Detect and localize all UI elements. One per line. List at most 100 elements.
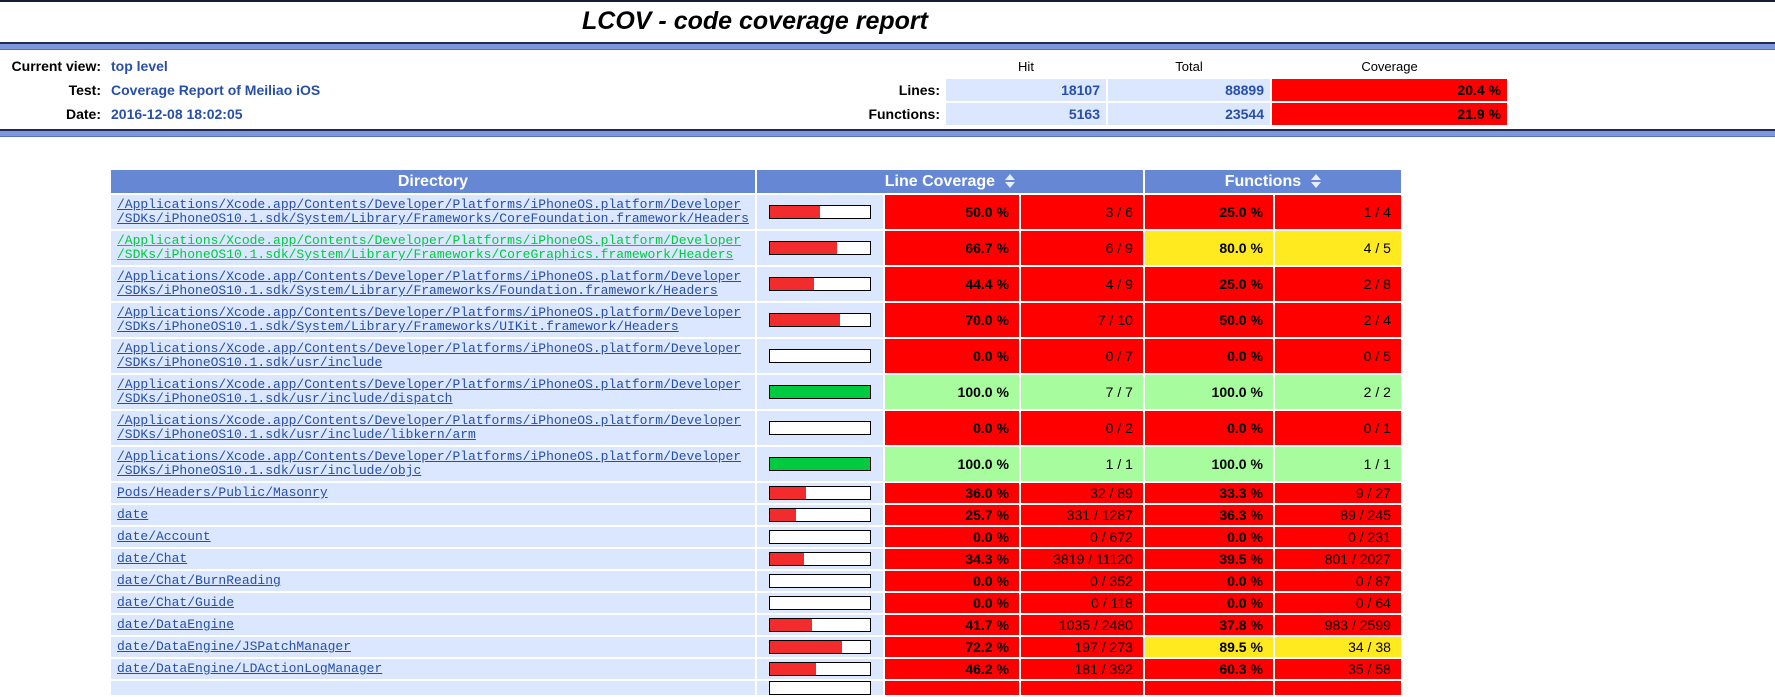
- line-coverage-ratio: 0 / 118: [1020, 593, 1143, 613]
- functions-percent: 89.5 %: [1144, 637, 1273, 657]
- functions-percent: 37.8 %: [1144, 615, 1273, 635]
- directory-link[interactable]: date/Chat/Guide: [117, 595, 235, 610]
- coverage-bar-fill: [769, 509, 796, 521]
- directory-link[interactable]: date: [117, 507, 149, 522]
- coverage-column-header: Coverage: [1361, 58, 1418, 74]
- functions-ratio: 2 / 8: [1274, 267, 1401, 301]
- functions-ratio: 0 / 87: [1274, 571, 1401, 591]
- coverage-bar: [768, 205, 871, 219]
- coverage-bar: [768, 508, 871, 522]
- directory-link[interactable]: /Applications/Xcode.app/Contents/Develop…: [117, 413, 742, 442]
- line-coverage-percent: 46.2 %: [884, 659, 1019, 679]
- coverage-bar-cell: [756, 195, 883, 229]
- directory-cell: date/Chat/BurnReading: [111, 571, 755, 591]
- table-row: date 25.7 % 331 / 1287 36.3 % 89 / 245: [111, 505, 1401, 525]
- functions-ratio: [1274, 681, 1401, 695]
- directory-column-header-cell[interactable]: Directory: [111, 170, 755, 193]
- functions-percent: 0.0 %: [1144, 593, 1273, 613]
- line-coverage-percent: [884, 681, 1019, 695]
- functions-percent: 80.0 %: [1144, 231, 1273, 265]
- functions-ratio: 801 / 2027: [1274, 549, 1401, 569]
- directory-link[interactable]: /Applications/Xcode.app/Contents/Develop…: [117, 449, 742, 478]
- functions-total-value: 23544: [1108, 103, 1270, 125]
- line-coverage-percent: 41.7 %: [884, 615, 1019, 635]
- directory-link[interactable]: /Applications/Xcode.app/Contents/Develop…: [117, 305, 742, 334]
- functions-column-header-cell[interactable]: Functions: [1144, 170, 1401, 193]
- header-spacer: [564, 55, 944, 77]
- directory-cell: date: [111, 505, 755, 525]
- line-coverage-ratio: 6 / 9: [1020, 231, 1143, 265]
- line-coverage-ratio: 3 / 6: [1020, 195, 1143, 229]
- coverage-bar-fill: [769, 553, 805, 565]
- line-coverage-percent: 100.0 %: [884, 375, 1019, 409]
- line-coverage-ratio: 7 / 10: [1020, 303, 1143, 337]
- coverage-bar-fill: [769, 278, 815, 290]
- coverage-bar-fill: [769, 314, 840, 326]
- functions-percent: 0.0 %: [1144, 411, 1273, 445]
- sort-updown-icon[interactable]: [1311, 174, 1322, 189]
- functions-ratio: 2 / 4: [1274, 303, 1401, 337]
- line-coverage-percent: 0.0 %: [884, 411, 1019, 445]
- functions-percent: 100.0 %: [1144, 447, 1273, 481]
- coverage-bar: [768, 421, 871, 435]
- coverage-bar-fill: [769, 641, 843, 653]
- functions-ratio: 2 / 2: [1274, 375, 1401, 409]
- directory-cell: /Applications/Xcode.app/Contents/Develop…: [111, 339, 755, 373]
- directory-link[interactable]: date/DataEngine: [117, 617, 235, 632]
- directory-link[interactable]: Pods/Headers/Public/Masonry: [117, 485, 328, 500]
- line-coverage-ratio: [1020, 681, 1143, 695]
- line-coverage-ratio: 0 / 2: [1020, 411, 1143, 445]
- coverage-bar-cell: [756, 375, 883, 409]
- line-coverage-column-header-label: Line Coverage: [884, 172, 996, 190]
- line-coverage-ratio: 3819 / 11120: [1020, 549, 1143, 569]
- line-coverage-column-header-cell[interactable]: Line Coverage: [756, 170, 1143, 193]
- coverage-bar-cell: [756, 527, 883, 547]
- date-label: Date:: [65, 106, 101, 122]
- line-coverage-ratio: 181 / 392: [1020, 659, 1143, 679]
- coverage-bar-cell: [756, 339, 883, 373]
- functions-ratio: 0 / 64: [1274, 593, 1401, 613]
- directory-link[interactable]: /Applications/Xcode.app/Contents/Develop…: [117, 377, 742, 406]
- directory-link[interactable]: date/Chat/BurnReading: [117, 573, 281, 588]
- functions-ratio: 35 / 58: [1274, 659, 1401, 679]
- table-row: /Applications/Xcode.app/Contents/Develop…: [111, 303, 1401, 337]
- coverage-bar: [768, 618, 871, 632]
- functions-coverage-value: 21.9 %: [1272, 103, 1507, 125]
- line-coverage-percent: 0.0 %: [884, 527, 1019, 547]
- table-row: date/Account 0.0 % 0 / 672 0.0 % 0 / 231: [111, 527, 1401, 547]
- directory-link[interactable]: /Applications/Xcode.app/Contents/Develop…: [117, 341, 742, 370]
- functions-percent: 33.3 %: [1144, 483, 1273, 503]
- directory-link[interactable]: date/Account: [117, 529, 211, 544]
- line-coverage-ratio: 0 / 672: [1020, 527, 1143, 547]
- line-coverage-ratio: 0 / 352: [1020, 571, 1143, 591]
- functions-ratio: 0 / 231: [1274, 527, 1401, 547]
- directory-link[interactable]: date/Chat: [117, 551, 188, 566]
- coverage-table-body: /Applications/Xcode.app/Contents/Develop…: [111, 195, 1401, 695]
- coverage-bar-cell: [756, 411, 883, 445]
- table-row: /Applications/Xcode.app/Contents/Develop…: [111, 267, 1401, 301]
- directory-cell: date/DataEngine/JSPatchManager: [111, 637, 755, 657]
- date-value: 2016-12-08 18:02:05: [111, 106, 243, 122]
- coverage-bar: [768, 662, 871, 676]
- directory-link[interactable]: /Applications/Xcode.app/Contents/Develop…: [117, 197, 749, 226]
- coverage-bar-cell: [756, 483, 883, 503]
- functions-ratio: 0 / 5: [1274, 339, 1401, 373]
- directory-link[interactable]: /Applications/Xcode.app/Contents/Develop…: [117, 233, 742, 262]
- table-row: [111, 681, 1401, 695]
- table-row: /Applications/Xcode.app/Contents/Develop…: [111, 195, 1401, 229]
- table-row: /Applications/Xcode.app/Contents/Develop…: [111, 447, 1401, 481]
- table-row: date/Chat 34.3 % 3819 / 11120 39.5 % 801…: [111, 549, 1401, 569]
- functions-ratio: 4 / 5: [1274, 231, 1401, 265]
- directory-link[interactable]: /Applications/Xcode.app/Contents/Develop…: [117, 269, 742, 298]
- sort-updown-icon[interactable]: [1005, 174, 1016, 189]
- line-coverage-ratio: 1 / 1: [1020, 447, 1143, 481]
- table-row: date/DataEngine/JSPatchManager 72.2 % 19…: [111, 637, 1401, 657]
- directory-link[interactable]: date/DataEngine/LDActionLogManager: [117, 661, 383, 676]
- line-coverage-ratio: 0 / 7: [1020, 339, 1143, 373]
- table-row: date/Chat/BurnReading 0.0 % 0 / 352 0.0 …: [111, 571, 1401, 591]
- coverage-bar-cell: [756, 231, 883, 265]
- directory-link[interactable]: date/DataEngine/JSPatchManager: [117, 639, 352, 654]
- line-coverage-percent: 72.2 %: [884, 637, 1019, 657]
- line-coverage-ratio: 197 / 273: [1020, 637, 1143, 657]
- coverage-bar: [768, 277, 871, 291]
